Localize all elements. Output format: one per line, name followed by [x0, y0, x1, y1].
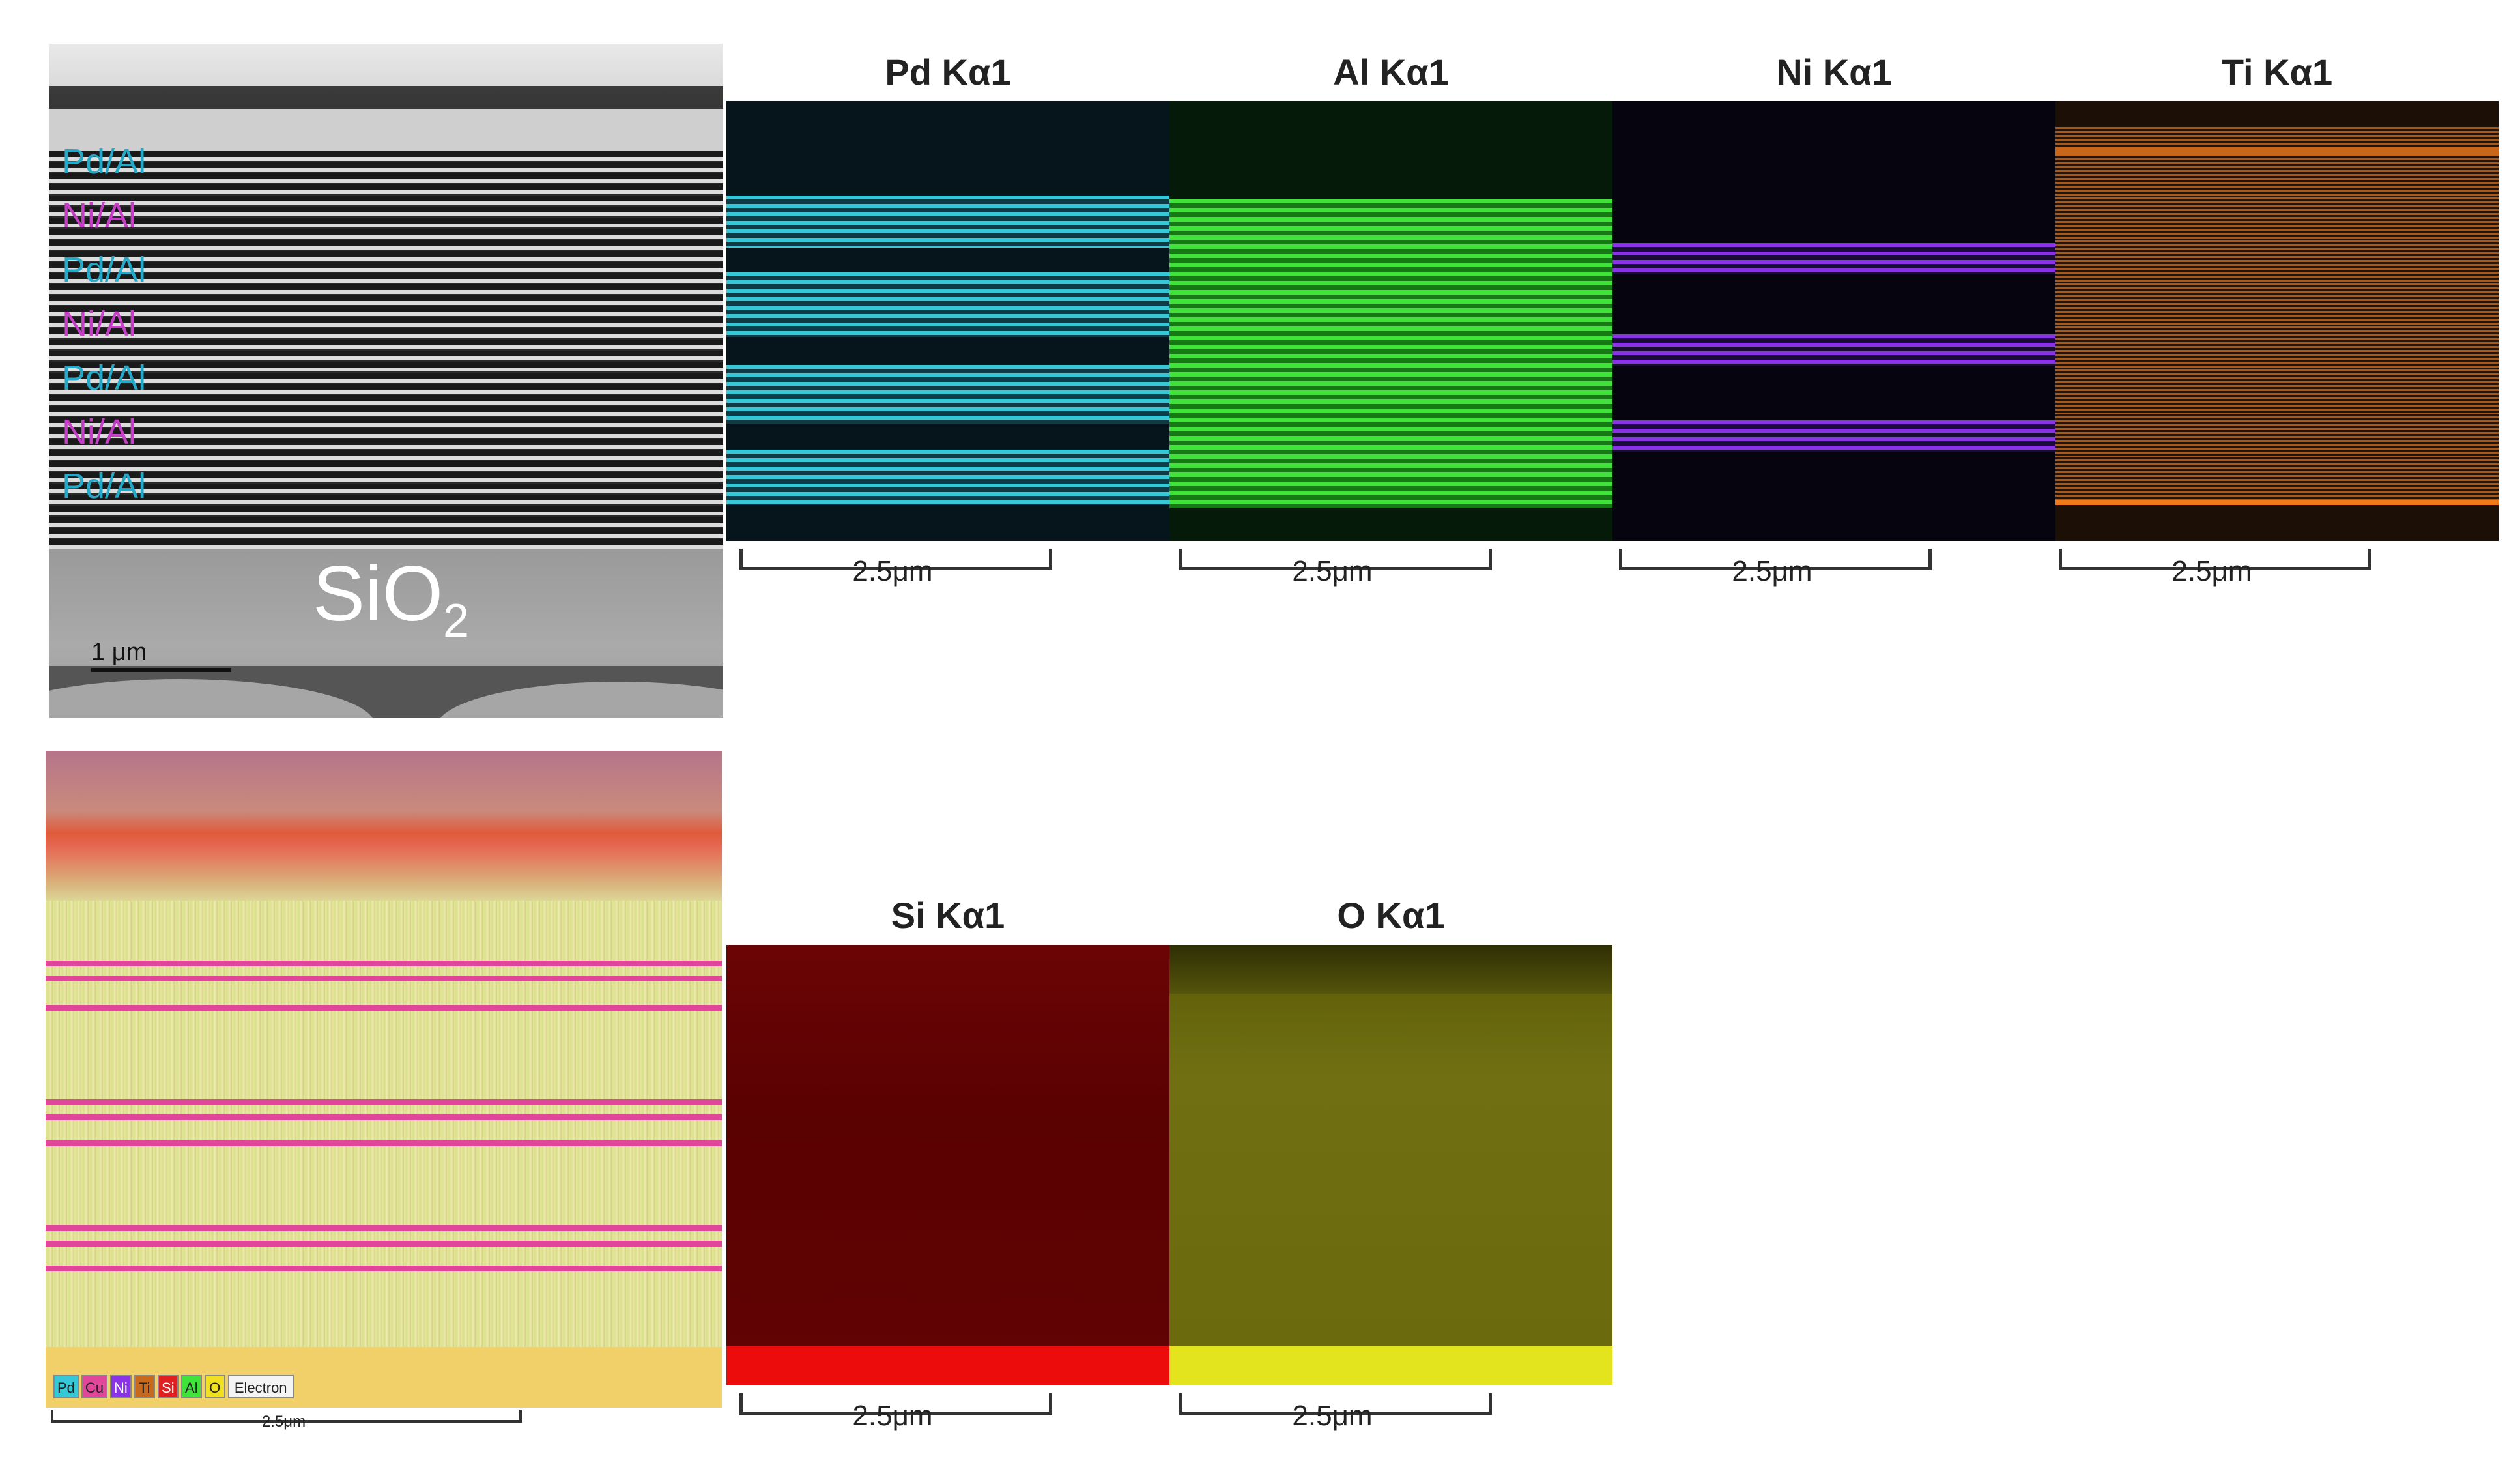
pd-scale-label: 2.5μm: [852, 555, 933, 587]
substrate-label: SiO2: [313, 549, 469, 648]
ni-scale-bar: [1619, 549, 1932, 570]
layer-label: Ni/Al: [62, 196, 137, 235]
o-element-map: [1169, 945, 1612, 1385]
si-scale-bar: [739, 1393, 1052, 1415]
ti-signal: [2055, 127, 2499, 505]
si-substrate-band: [726, 1346, 1169, 1385]
ti-scale-label: 2.5μm: [2171, 555, 2252, 587]
cu-line: [46, 976, 722, 981]
tem-cross-section-image: Pd/Al Ni/Al Pd/Al Ni/Al Pd/Al Ni/Al Pd/A…: [49, 44, 723, 718]
legend-chip: O: [204, 1375, 225, 1398]
pd-scale-bar: [739, 549, 1052, 570]
si-map-title: Si Kα1: [891, 895, 1005, 936]
layer-label: Pd/Al: [62, 467, 147, 506]
ni-map-title: Ni Kα1: [1776, 51, 1892, 93]
tem-scale-bar: [91, 668, 231, 672]
si-scale-label: 2.5μm: [852, 1400, 933, 1432]
al-scale-bar: [1179, 549, 1492, 570]
cap-layer: [49, 44, 723, 89]
layer-label: Pd/Al: [62, 142, 147, 181]
element-legend: Pd Cu Ni Ti Si Al O Electron: [53, 1375, 294, 1398]
al-element-map: [1169, 101, 1612, 541]
o-scale-bar: [1179, 1393, 1492, 1415]
ni-band: [1612, 420, 2055, 452]
ni-band: [1612, 334, 2055, 366]
composite-top-zone: [46, 751, 722, 901]
cu-line: [46, 1114, 722, 1120]
legend-chip: Ni: [110, 1375, 132, 1398]
ti-scale-bar: [2059, 549, 2371, 570]
layer-label: Pd/Al: [62, 358, 147, 398]
pd-map-title: Pd Kα1: [885, 51, 1011, 93]
tem-scale-label: 1 μm: [91, 639, 147, 666]
multilayer-stack: [49, 151, 723, 549]
legend-chip: Cu: [81, 1375, 108, 1398]
layer-label: Pd/Al: [62, 250, 147, 289]
substrate-label-main: SiO: [313, 550, 444, 637]
cu-line: [46, 1241, 722, 1247]
ti-element-map: [2055, 101, 2499, 541]
al-band: [1169, 199, 1612, 508]
o-scale-label: 2.5μm: [1292, 1400, 1373, 1432]
al-scale-label: 2.5μm: [1292, 555, 1373, 587]
composite-field: [46, 901, 722, 1408]
pd-band: [726, 450, 1169, 505]
legend-chip: Si: [157, 1375, 179, 1398]
layer-label: Ni/Al: [62, 304, 137, 343]
o-top-band: [1169, 945, 1612, 994]
legend-chip: Ti: [134, 1375, 155, 1398]
ni-element-map: [1612, 101, 2055, 541]
composite-scale-label: 2.5μm: [261, 1413, 306, 1430]
pd-band: [726, 196, 1169, 248]
ti-top-line: [2055, 147, 2499, 156]
o-map-title: O Kα1: [1337, 895, 1445, 936]
ti-bottom-line: [2055, 500, 2499, 505]
legend-chip: Al: [180, 1375, 202, 1398]
substrate-edge: [49, 666, 723, 718]
cu-line: [46, 1140, 722, 1146]
cu-line: [46, 1005, 722, 1011]
substrate-label-subscript: 2: [443, 595, 470, 647]
cu-line: [46, 961, 722, 966]
al-map-title: Al Kα1: [1333, 51, 1449, 93]
cap-light-layer: [49, 109, 723, 154]
cu-line: [46, 1225, 722, 1231]
ni-scale-label: 2.5μm: [1732, 555, 1812, 587]
pd-band: [726, 365, 1169, 424]
composite-scale-bar: [51, 1410, 522, 1423]
composite-eds-map: Pd Cu Ni Ti Si Al O Electron: [46, 751, 722, 1408]
si-element-map: [726, 945, 1169, 1385]
legend-chip-electron: Electron: [227, 1375, 294, 1398]
cu-line: [46, 1099, 722, 1105]
pd-element-map: [726, 101, 1169, 541]
cu-line: [46, 1266, 722, 1271]
legend-chip: Pd: [53, 1375, 79, 1398]
pd-band: [726, 272, 1169, 337]
layer-label: Ni/Al: [62, 413, 137, 452]
ti-map-title: Ti Kα1: [2221, 51, 2333, 93]
o-substrate-band: [1169, 1346, 1612, 1385]
ni-band: [1612, 243, 2055, 274]
